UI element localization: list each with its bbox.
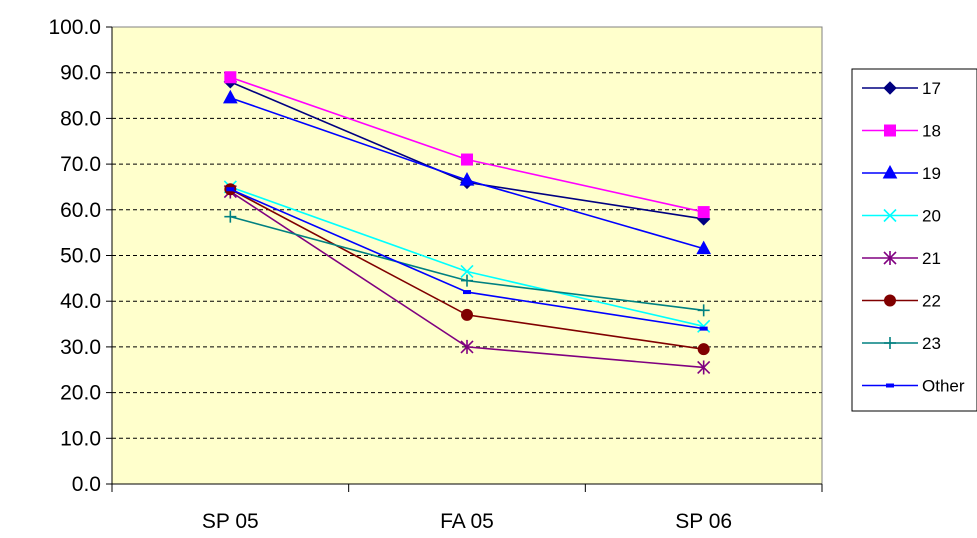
marker-dash [886,384,894,388]
y-tick-label: 70.0 [60,153,101,176]
legend-label: 21 [922,249,941,268]
marker-circle [462,309,473,320]
data-point [463,290,471,294]
marker-square [462,154,473,165]
data-point [462,154,473,165]
legend-marker [885,295,896,306]
y-tick-label: 10.0 [60,427,101,450]
y-tick-label: 50.0 [60,245,101,268]
legend-label: Other [922,377,965,396]
y-tick-label: 40.0 [60,290,101,313]
marker-dash [226,187,234,191]
legend-label: 23 [922,334,941,353]
y-tick-label: 20.0 [60,382,101,405]
legend-label: 17 [922,79,941,98]
marker-square [885,125,896,136]
y-tick-label: 30.0 [60,336,101,359]
x-tick-label: SP 05 [202,510,259,533]
marker-circle [698,344,709,355]
data-point [462,309,473,320]
marker-dash [700,327,708,331]
y-tick-label: 60.0 [60,199,101,222]
y-tick-label: 80.0 [60,107,101,130]
legend-box [852,69,977,411]
y-tick-label: 0.0 [72,473,101,496]
data-point [698,207,709,218]
y-tick-label: 90.0 [60,62,101,85]
legend-label: 22 [922,292,941,311]
data-point [700,327,708,331]
x-tick-label: SP 06 [675,510,732,533]
legend-label: 19 [922,164,941,183]
legend-marker [886,384,894,388]
legend: 17 18 19 20 21 22 23 Other [852,69,977,411]
legend-label: 20 [922,207,941,226]
marker-square [225,72,236,83]
x-tick-label: FA 05 [440,510,494,533]
y-tick-label: 100.0 [48,16,101,39]
data-point [698,344,709,355]
legend-marker [885,125,896,136]
legend-label: 18 [922,122,941,141]
marker-circle [885,295,896,306]
marker-square [698,207,709,218]
marker-dash [463,290,471,294]
data-point [226,187,234,191]
data-point [225,72,236,83]
